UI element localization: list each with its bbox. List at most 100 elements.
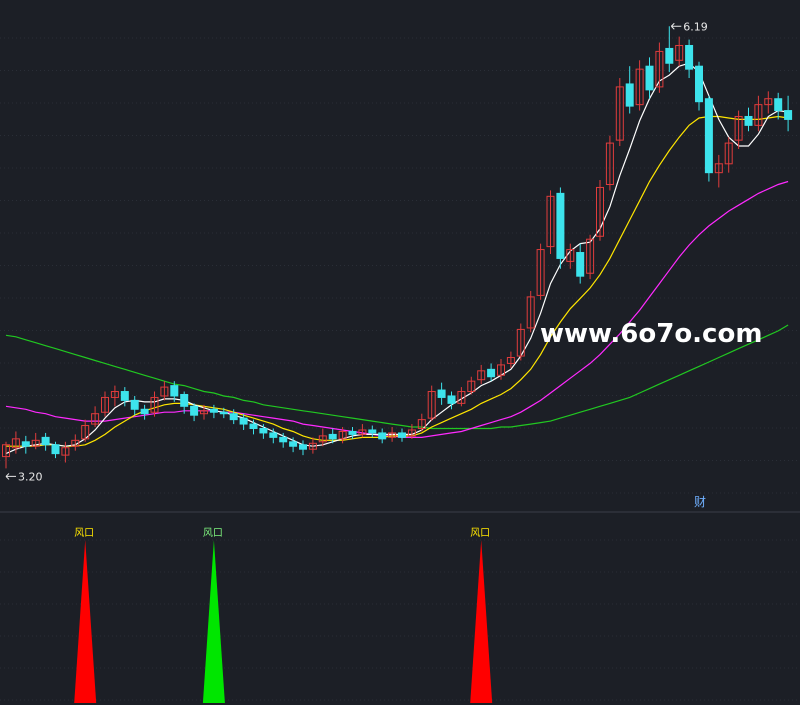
candle-body [150, 396, 159, 413]
candle-body [714, 163, 723, 174]
signal-label: 风口 [203, 527, 223, 539]
candle-body [398, 432, 406, 438]
candle-body [665, 47, 674, 64]
candle-body [190, 405, 199, 416]
candle-body [269, 432, 278, 438]
candle-body [596, 186, 604, 237]
candle-body [586, 238, 595, 274]
candle-body [160, 386, 169, 397]
candle-body [289, 441, 298, 447]
candle-body [754, 104, 763, 126]
candle-body [695, 65, 703, 103]
candle-body [675, 44, 684, 61]
candle-body [655, 50, 664, 88]
candle-body [506, 357, 515, 364]
candle-body [447, 395, 456, 404]
candle-body [200, 410, 208, 415]
candle-body [704, 98, 713, 174]
candle-body [764, 98, 773, 106]
candle-body [259, 427, 268, 434]
candle-body [61, 447, 70, 456]
candle-body [170, 385, 179, 397]
candle-body [744, 115, 753, 126]
candle-body [180, 393, 189, 407]
candle-body [318, 435, 327, 443]
low-price-label: 3.20 [18, 470, 43, 483]
candle-body [605, 142, 614, 185]
candle-body [279, 436, 288, 443]
price-annotations: 6.19 3.20 [5, 20, 708, 483]
candle-body [437, 389, 446, 398]
ma-mid-line [6, 115, 789, 447]
candle-body [249, 423, 258, 429]
candle-body [388, 432, 397, 438]
indicator-tag: 财 [694, 495, 706, 509]
candle-body [209, 408, 218, 413]
candle-body [219, 411, 228, 415]
candle-body [308, 442, 317, 450]
candle-body [526, 296, 535, 329]
candle-body [41, 436, 50, 446]
candle-body [427, 391, 436, 419]
candle-body [328, 433, 337, 440]
signal-panel: 风口 风口 风口 [74, 527, 493, 703]
watermark: www.6o7o.com [540, 319, 762, 349]
candle-body [81, 425, 90, 440]
ma-long-line [5, 180, 789, 438]
candle-body [378, 432, 387, 440]
signal-label: 风口 [470, 527, 490, 539]
candle-body [2, 444, 10, 458]
candle-body [120, 391, 129, 401]
candle-body [229, 413, 238, 421]
candle-body [784, 110, 793, 120]
candle-body [576, 252, 585, 277]
high-price-label: 6.19 [683, 20, 708, 33]
candle-body [477, 370, 486, 381]
grid-lines [0, 37, 800, 701]
candle-body [635, 68, 644, 106]
candle-body [497, 364, 505, 376]
candle-body [140, 408, 149, 415]
candle-body [348, 430, 357, 435]
low-arrow [5, 473, 16, 480]
candle-body [91, 413, 100, 425]
candle-body [101, 396, 109, 413]
candle-body [338, 430, 347, 440]
signal-spike [74, 540, 97, 703]
candle-body [487, 368, 496, 378]
candle-body [467, 380, 476, 393]
candlesticks [2, 26, 793, 469]
candle-body [685, 44, 694, 70]
candle-body [358, 429, 367, 435]
candle-body [21, 441, 30, 447]
candle-body [724, 142, 733, 165]
signal-spike [470, 540, 493, 703]
ma-longest-line [5, 324, 789, 430]
candle-body [110, 391, 119, 398]
candle-body [536, 249, 545, 296]
signal-label: 风口 [74, 527, 94, 539]
candle-body [774, 98, 783, 112]
candle-body [566, 249, 575, 262]
candle-body [51, 444, 60, 455]
candle-body [239, 417, 248, 425]
candle-body [71, 439, 80, 447]
candle-body [645, 65, 654, 91]
candle-body [546, 195, 555, 248]
candle-body [417, 419, 426, 429]
candle-body [615, 86, 624, 141]
candle-body [11, 438, 20, 449]
high-arrow [670, 22, 682, 30]
signal-spike [202, 540, 225, 703]
candle-body [299, 444, 307, 450]
candle-body [556, 192, 565, 259]
candle-body [31, 439, 40, 447]
candle-body [734, 115, 743, 141]
candle-body [457, 391, 466, 404]
candle-body [407, 429, 416, 437]
candle-body [516, 328, 525, 357]
candle-body [368, 429, 377, 434]
candle-body [130, 399, 139, 410]
candle-body [625, 83, 634, 107]
